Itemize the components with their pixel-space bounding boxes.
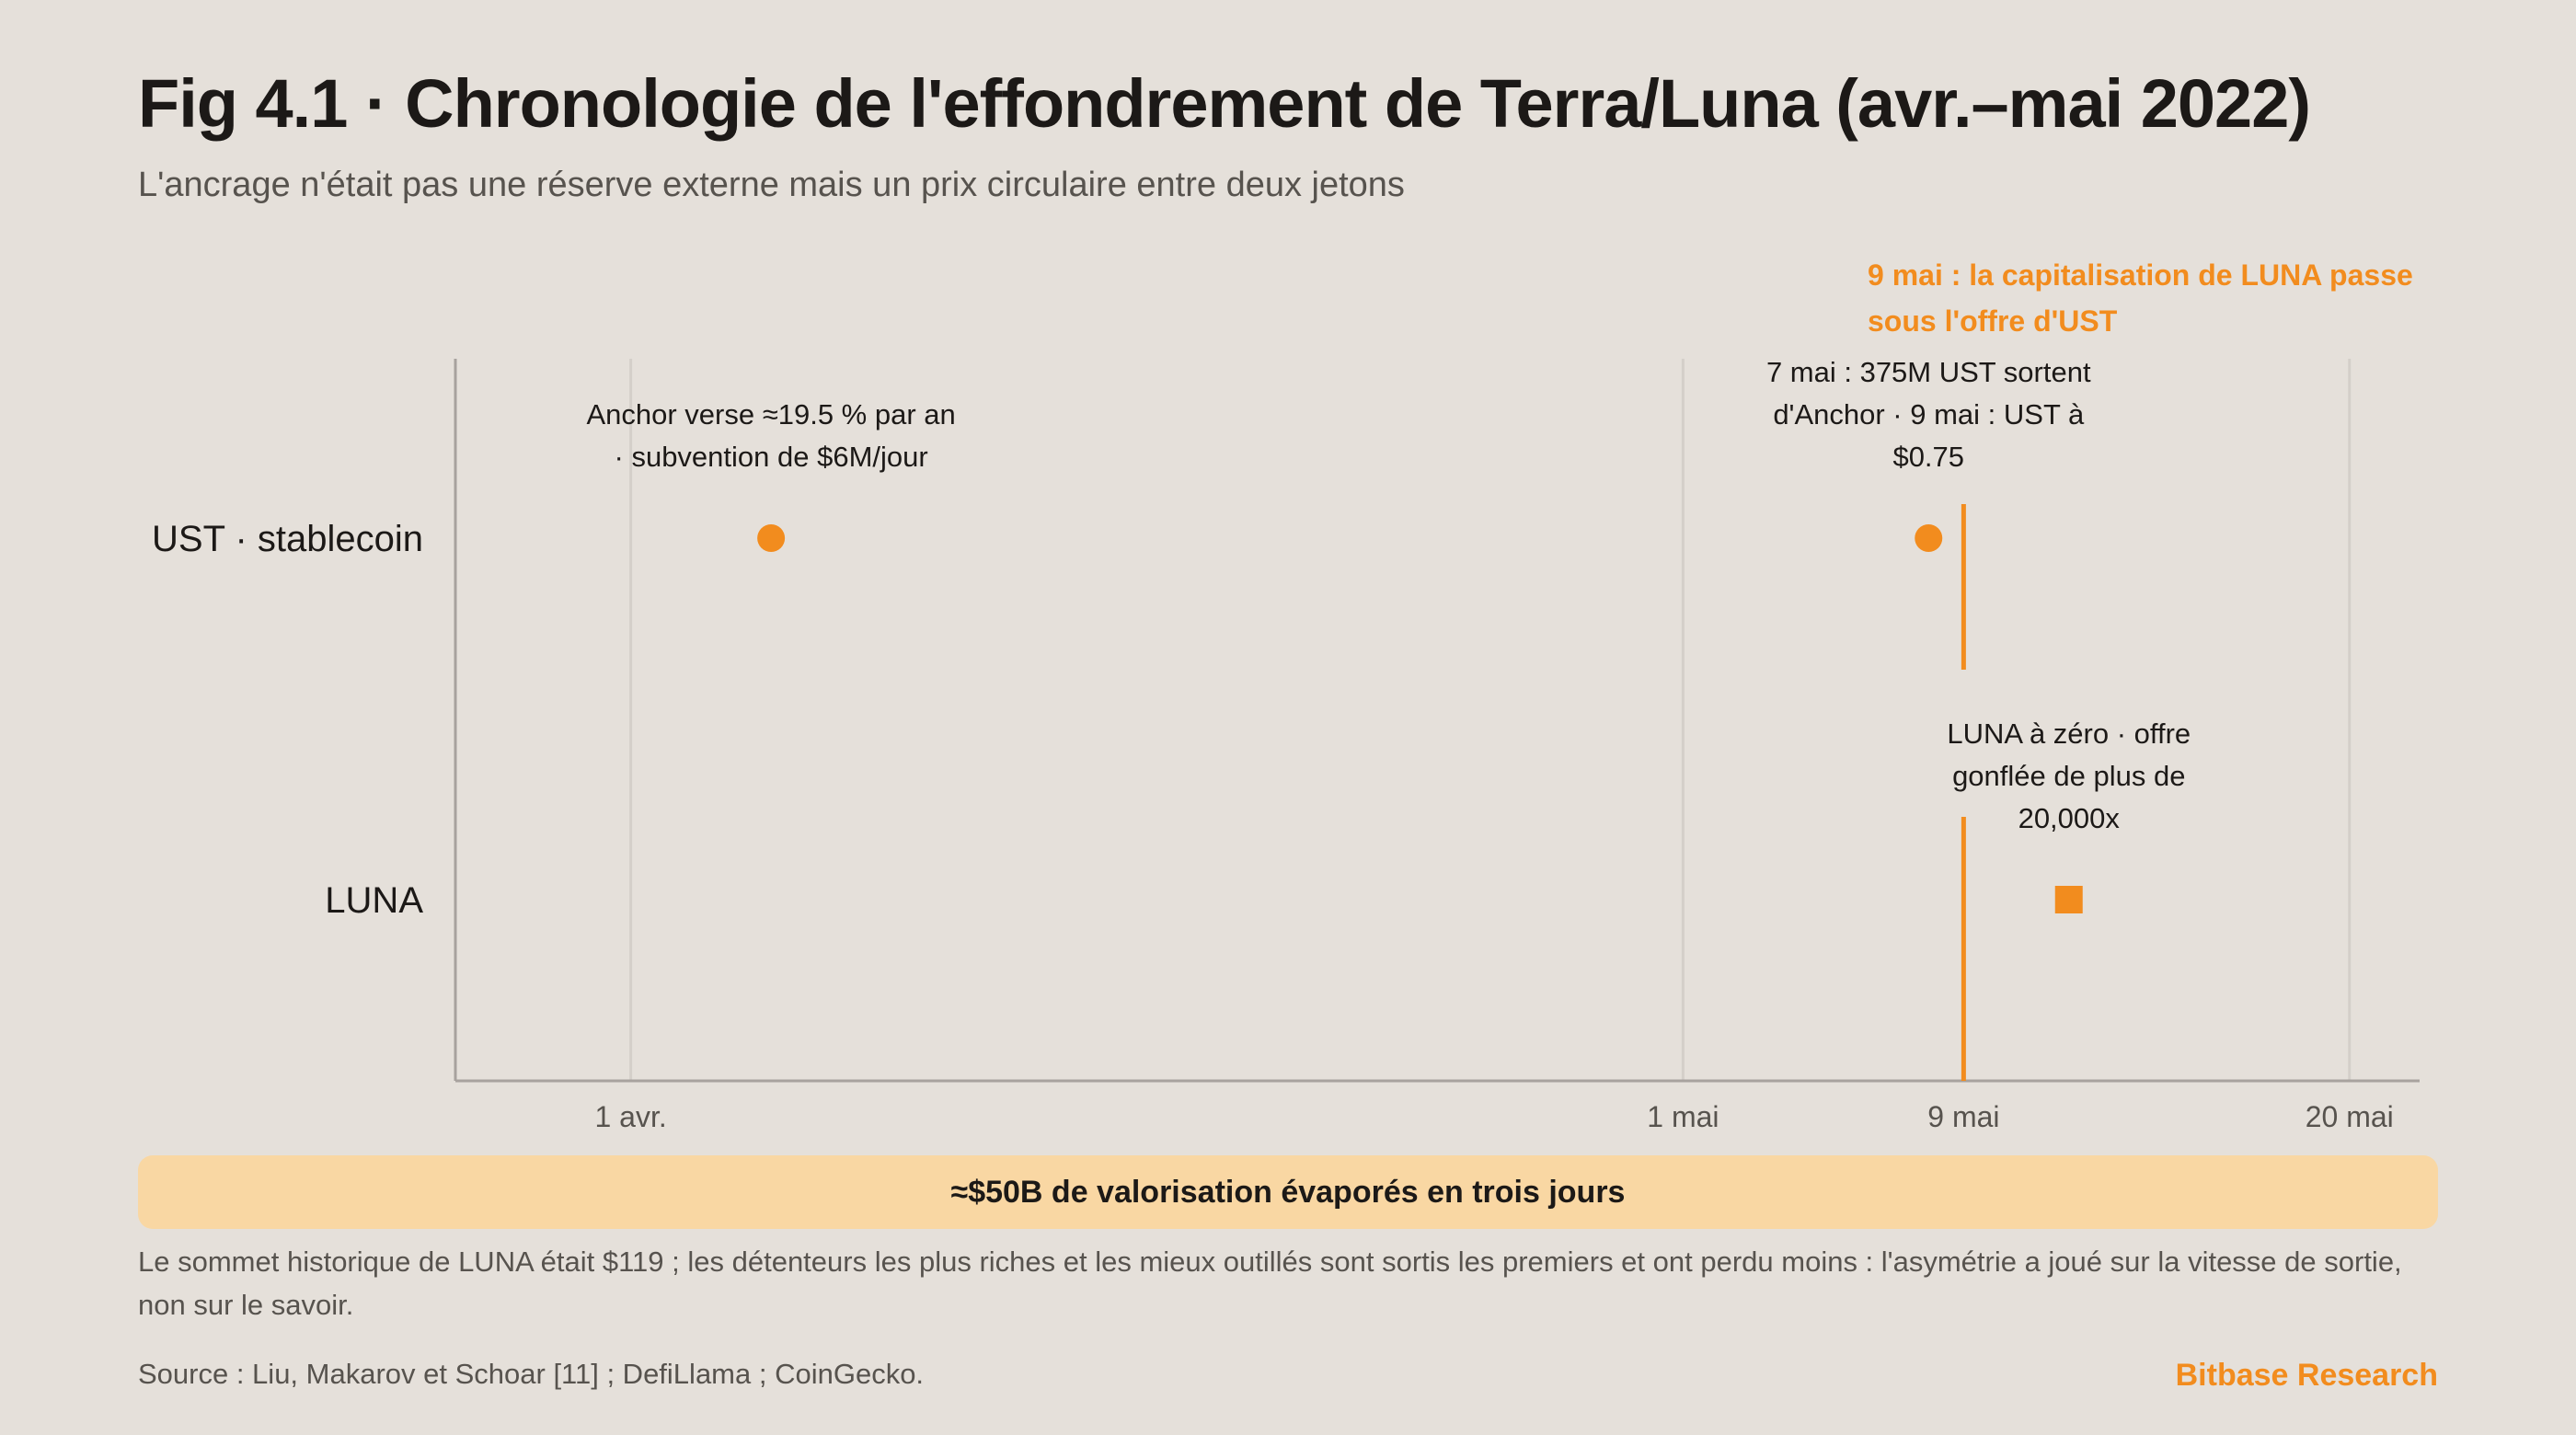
x-tick-label: 9 mai xyxy=(1927,1100,1999,1133)
footnote: Le sommet historique de LUNA était $119 … xyxy=(138,1246,2402,1321)
marker-line-label: sous l'offre d'UST xyxy=(1868,304,2118,338)
x-tick-label: 1 mai xyxy=(1647,1100,1719,1133)
x-tick-label: 20 mai xyxy=(2306,1100,2394,1133)
timeline-chart: 1 avr. 1 mai 9 mai 20 mai UST · stablecoin LU… xyxy=(152,258,2420,1133)
event-label: 20,000x xyxy=(2018,802,2121,834)
source-note: Source : Liu, Makarov et Schoar [11] ; D… xyxy=(138,1358,925,1390)
event-point-circle xyxy=(757,524,786,552)
event-label: Anchor verse ≈19.5 % par an xyxy=(586,398,955,430)
event-label: gonflée de plus de xyxy=(1952,760,2185,792)
y-category-label: UST · stablecoin xyxy=(152,519,423,559)
x-tick-label: 1 avr. xyxy=(594,1100,666,1133)
event-point-square xyxy=(2054,886,2083,913)
y-category-label: LUNA xyxy=(325,880,423,921)
event-label: LUNA à zéro · offre xyxy=(1947,718,2191,750)
event-label: · subvention de $6M/jour xyxy=(615,441,928,473)
event-label: d'Anchor · 9 mai : UST à xyxy=(1773,398,2085,430)
summary-banner: ≈$50B de valorisation évaporés en trois … xyxy=(138,1155,2438,1229)
chart-subtitle: L'ancrage n'était pas une réserve extern… xyxy=(138,166,1405,204)
marker-line-label: 9 mai : la capitalisation de LUNA passe xyxy=(1868,258,2413,292)
event-label: $0.75 xyxy=(1892,441,1964,473)
brand-label: Bitbase Research xyxy=(2175,1358,2438,1393)
event-point-circle xyxy=(1915,524,1943,552)
chart-title: Fig 4.1 · Chronologie de l'effondrement … xyxy=(138,65,2311,142)
summary-banner-text: ≈$50B de valorisation évaporés en trois … xyxy=(950,1174,1626,1210)
event-label: 7 mai : 375M UST sortent xyxy=(1766,356,2091,388)
